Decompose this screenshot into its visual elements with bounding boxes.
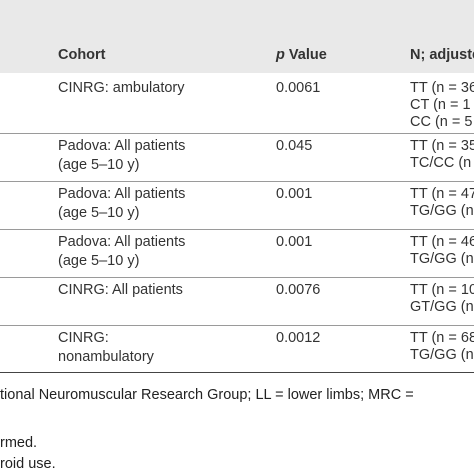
n-adjusted-cell: TC/CC (n bbox=[410, 155, 472, 171]
n-adjusted-cell: CC (n = 5 bbox=[410, 114, 473, 130]
p-value-cell: 0.0076 bbox=[276, 282, 321, 298]
cohort-cell: Padova: All patients bbox=[58, 186, 186, 202]
row-divider bbox=[0, 181, 474, 182]
footnote-abbreviations: tional Neuromuscular Research Group; LL … bbox=[0, 387, 414, 403]
cohort-cell: (age 5–10 y) bbox=[58, 205, 140, 221]
n-adjusted-cell: GT/GG (n bbox=[410, 299, 474, 315]
n-adjusted-cell: TT (n = 47 bbox=[410, 186, 474, 202]
p-value-cell: 0.001 bbox=[276, 234, 313, 250]
header-n-adjusted: N; adjuste bbox=[410, 47, 474, 63]
cohort-cell: CINRG: bbox=[58, 330, 109, 346]
header-p-italic: p bbox=[276, 47, 285, 63]
p-value-cell: 0.001 bbox=[276, 186, 313, 202]
cohort-cell: Padova: All patients bbox=[58, 234, 186, 250]
cohort-cell: nonambulatory bbox=[58, 349, 154, 365]
n-adjusted-cell: TG/GG (n bbox=[410, 347, 474, 363]
row-divider bbox=[0, 277, 474, 278]
row-divider bbox=[0, 229, 474, 230]
p-value-cell: 0.0061 bbox=[276, 80, 321, 96]
footnote-line-3: roid use. bbox=[0, 456, 56, 472]
n-adjusted-cell: TT (n = 36 bbox=[410, 80, 474, 96]
cohort-cell: CINRG: ambulatory bbox=[58, 80, 185, 96]
p-value-cell: 0.0012 bbox=[276, 330, 321, 346]
cohort-cell: (age 5–10 y) bbox=[58, 253, 140, 269]
header-cohort: Cohort bbox=[58, 47, 106, 63]
n-adjusted-cell: CT (n = 1 bbox=[410, 97, 471, 113]
cohort-cell: Padova: All patients bbox=[58, 138, 186, 154]
n-adjusted-cell: TT (n = 68 bbox=[410, 330, 474, 346]
row-divider bbox=[0, 133, 474, 134]
p-value-cell: 0.045 bbox=[276, 138, 313, 154]
n-adjusted-cell: TT (n = 10 bbox=[410, 282, 474, 298]
header-p-rest: Value bbox=[284, 47, 327, 63]
header-p-value: p Value bbox=[276, 47, 327, 63]
n-adjusted-cell: TT (n = 35 bbox=[410, 138, 474, 154]
footnote-line-2: rmed. bbox=[0, 435, 38, 451]
n-adjusted-cell: TT (n = 46 bbox=[410, 234, 474, 250]
n-adjusted-cell: TG/GG (n bbox=[410, 251, 474, 267]
n-adjusted-cell: TG/GG (n bbox=[410, 203, 474, 219]
row-divider bbox=[0, 325, 474, 326]
cohort-cell: (age 5–10 y) bbox=[58, 157, 140, 173]
table-bottom-rule bbox=[0, 372, 474, 373]
cohort-cell: CINRG: All patients bbox=[58, 282, 183, 298]
table-header-band bbox=[0, 0, 474, 73]
